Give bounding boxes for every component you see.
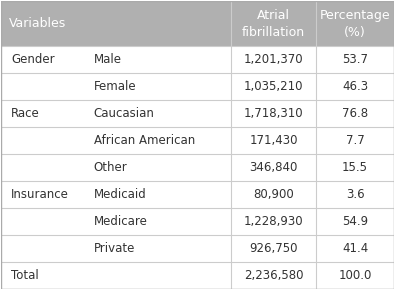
Text: 1,035,210: 1,035,210 [244,80,303,93]
Text: 54.9: 54.9 [342,215,368,228]
Text: Medicare: Medicare [94,215,148,228]
Text: 100.0: 100.0 [338,269,372,282]
Text: 346,840: 346,840 [249,161,298,174]
Text: Total: Total [11,269,39,282]
Text: 1,718,310: 1,718,310 [244,107,303,120]
Text: 53.7: 53.7 [342,53,368,66]
Text: Female: Female [94,80,136,93]
Text: Atrial
fibrillation: Atrial fibrillation [242,9,305,39]
FancyBboxPatch shape [1,154,394,181]
FancyBboxPatch shape [1,208,394,235]
Text: Private: Private [94,242,135,255]
Text: 15.5: 15.5 [342,161,368,174]
Text: Caucasian: Caucasian [94,107,154,120]
Text: Percentage
(%): Percentage (%) [320,9,390,39]
Text: Insurance: Insurance [11,188,69,201]
Text: 171,430: 171,430 [249,134,298,147]
Text: Medicaid: Medicaid [94,188,146,201]
Text: Other: Other [94,161,128,174]
Text: 80,900: 80,900 [253,188,294,201]
FancyBboxPatch shape [1,46,394,73]
FancyBboxPatch shape [1,235,394,262]
Text: 3.6: 3.6 [346,188,364,201]
Text: 1,228,930: 1,228,930 [244,215,303,228]
Text: Race: Race [11,107,40,120]
FancyBboxPatch shape [1,181,394,208]
Text: African American: African American [94,134,195,147]
Text: 76.8: 76.8 [342,107,368,120]
Text: 46.3: 46.3 [342,80,368,93]
Text: 1,201,370: 1,201,370 [244,53,303,66]
FancyBboxPatch shape [1,127,394,154]
FancyBboxPatch shape [1,1,394,46]
Text: Gender: Gender [11,53,55,66]
FancyBboxPatch shape [1,262,394,289]
Text: 41.4: 41.4 [342,242,368,255]
Text: Variables: Variables [9,17,66,30]
Text: 2,236,580: 2,236,580 [244,269,303,282]
Text: 926,750: 926,750 [249,242,298,255]
FancyBboxPatch shape [1,73,394,100]
Text: Male: Male [94,53,122,66]
Text: 7.7: 7.7 [346,134,364,147]
FancyBboxPatch shape [1,100,394,127]
